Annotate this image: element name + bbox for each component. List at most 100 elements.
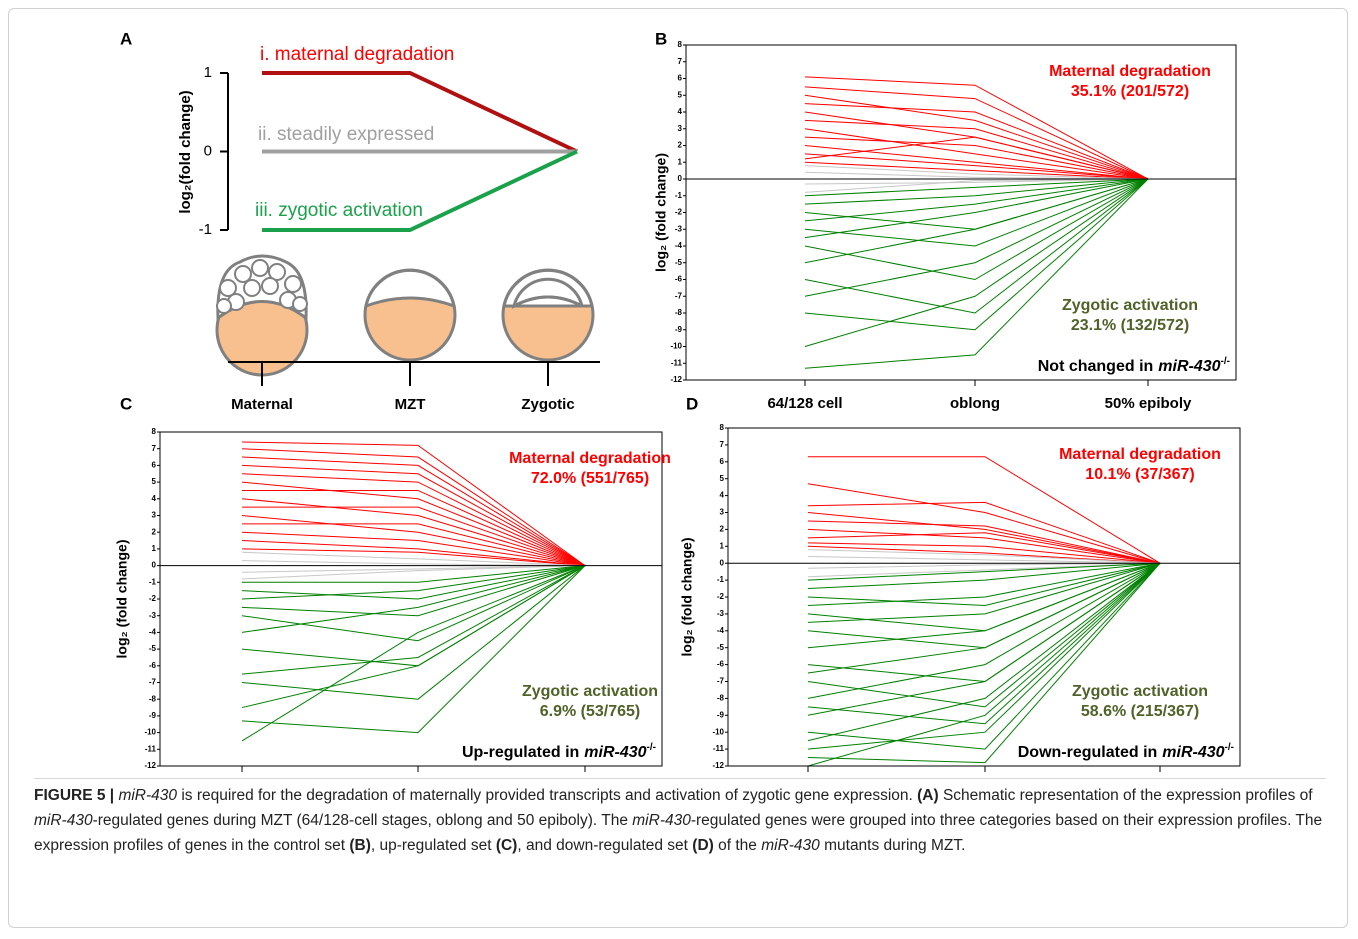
caption-run: Schematic representation of the expressi…	[938, 787, 1313, 804]
profile-line	[241, 551, 586, 567]
profile-line	[804, 178, 1149, 369]
y-tick-label: 0	[678, 174, 683, 183]
y-tick-label: -5	[717, 643, 725, 652]
zygotic-pct: 58.6% (215/367)	[1081, 703, 1199, 720]
line-label: iii. zygotic activation	[255, 200, 423, 221]
profile-line	[807, 562, 1161, 578]
caption-run: (D)	[692, 837, 714, 854]
y-tick-label: 0	[720, 558, 725, 567]
profile-line	[242, 565, 586, 583]
y-axis-label: log₂(fold change)	[177, 90, 194, 213]
line-label: ii. steadily expressed	[258, 124, 434, 145]
condition-label: Not changed in miR-430-/-	[1038, 356, 1230, 376]
caption-run: miR-430	[34, 812, 93, 829]
schematic-line	[262, 149, 578, 232]
y-tick-label: -9	[675, 325, 683, 334]
y-tick-label: 2	[152, 527, 157, 536]
caption-run: , and down-regulated set	[517, 837, 693, 854]
profile-line	[241, 565, 586, 617]
profile-line	[241, 565, 586, 734]
condition-label: Down-regulated in miR-430-/-	[1018, 742, 1234, 762]
profile-line	[242, 506, 586, 567]
y-tick-label: -1	[199, 221, 212, 238]
profile-line	[804, 128, 1149, 180]
profile-line	[804, 136, 1149, 180]
condition-label: Up-regulated in miR-430-/-	[462, 742, 656, 762]
y-tick-label: -6	[675, 275, 683, 284]
profile-line	[807, 555, 1161, 564]
embryos	[215, 254, 595, 377]
y-tick-label: -8	[675, 308, 683, 317]
y-tick-label: 1	[720, 541, 725, 550]
profile-line	[804, 76, 1149, 180]
profile-line	[807, 542, 1161, 564]
y-tick-label: -5	[675, 258, 683, 267]
zygotic-title: Zygotic activation	[522, 683, 658, 700]
profile-line	[807, 562, 1161, 606]
y-tick-label: -6	[149, 661, 157, 670]
maternal-pct: 35.1% (201/572)	[1071, 83, 1189, 100]
x-tick-label: oblong	[950, 395, 1000, 412]
profile-line	[804, 178, 1149, 197]
profile-line	[807, 562, 1161, 716]
maternal-title: Maternal degradation	[1049, 63, 1211, 80]
profile-line	[241, 560, 586, 567]
maternal-title: Maternal degradation	[509, 450, 671, 467]
y-tick-label: 5	[678, 90, 683, 99]
y-tick-label: 0	[152, 561, 157, 570]
condition: Not changed in	[1038, 358, 1154, 375]
zygotic-pct: 6.9% (53/765)	[540, 703, 641, 720]
profile-line	[241, 565, 586, 675]
y-tick-label: -1	[149, 577, 157, 586]
maternal-title: Maternal degradation	[1059, 446, 1221, 463]
profile-line	[241, 515, 586, 567]
y-tick-label: -3	[149, 611, 157, 620]
y-tick-label: -10	[144, 728, 156, 737]
x-tick-label: 50% epiboly	[1105, 395, 1192, 412]
y-tick-label: -5	[149, 644, 157, 653]
condition: Down-regulated in	[1018, 744, 1158, 761]
profile-line	[807, 562, 1161, 623]
profile-line	[807, 562, 1161, 699]
profile-line	[804, 178, 1149, 331]
profile-line	[807, 562, 1161, 764]
y-tick-label: -7	[675, 291, 683, 300]
gene: miR-430	[1162, 744, 1224, 761]
caption-run: -regulated genes during MZT (64/128-cell…	[92, 812, 633, 829]
profile-line	[241, 548, 586, 567]
profile-line	[804, 86, 1149, 180]
y-tick-label: -9	[149, 711, 157, 720]
line-label: i. maternal degradation	[260, 44, 454, 65]
profile-line	[241, 498, 586, 567]
profile-line	[807, 562, 1161, 742]
caption-run: (C)	[495, 837, 518, 854]
profile-line	[241, 565, 586, 580]
zygotic-title: Zygotic activation	[1062, 297, 1198, 314]
y-tick-label: 5	[720, 474, 725, 483]
profile-line	[804, 178, 1149, 264]
panel-label: D	[686, 394, 698, 413]
profile-line	[807, 562, 1161, 708]
profile-line	[804, 178, 1149, 314]
profile-line	[804, 119, 1149, 180]
x-tick-label: 64/128 cell	[767, 395, 842, 412]
profile-line	[804, 178, 1149, 205]
y-tick-label: 2	[720, 525, 725, 534]
profile-line	[807, 562, 1161, 725]
y-tick-label: 5	[152, 477, 157, 486]
profile-line	[241, 473, 586, 567]
y-tick-label: -12	[144, 761, 156, 770]
y-tick-label: -2	[149, 594, 157, 603]
y-tick-label: 1	[678, 157, 683, 166]
profile-line	[807, 562, 1161, 606]
profile-line	[804, 145, 1149, 180]
caption-run: -regulated genes were grouped into three…	[34, 812, 1323, 854]
genotype: -/-	[1225, 742, 1234, 753]
profile-line	[807, 562, 1161, 581]
figure: A 1 0 -1 log₂(fold change) i. maternal degrad…	[114, 29, 1241, 772]
maternal-pct: 10.1% (37/367)	[1085, 466, 1194, 483]
profile-line	[807, 562, 1161, 750]
profile-line	[241, 441, 586, 567]
profile-line	[804, 161, 1149, 180]
profile-line	[804, 103, 1149, 180]
